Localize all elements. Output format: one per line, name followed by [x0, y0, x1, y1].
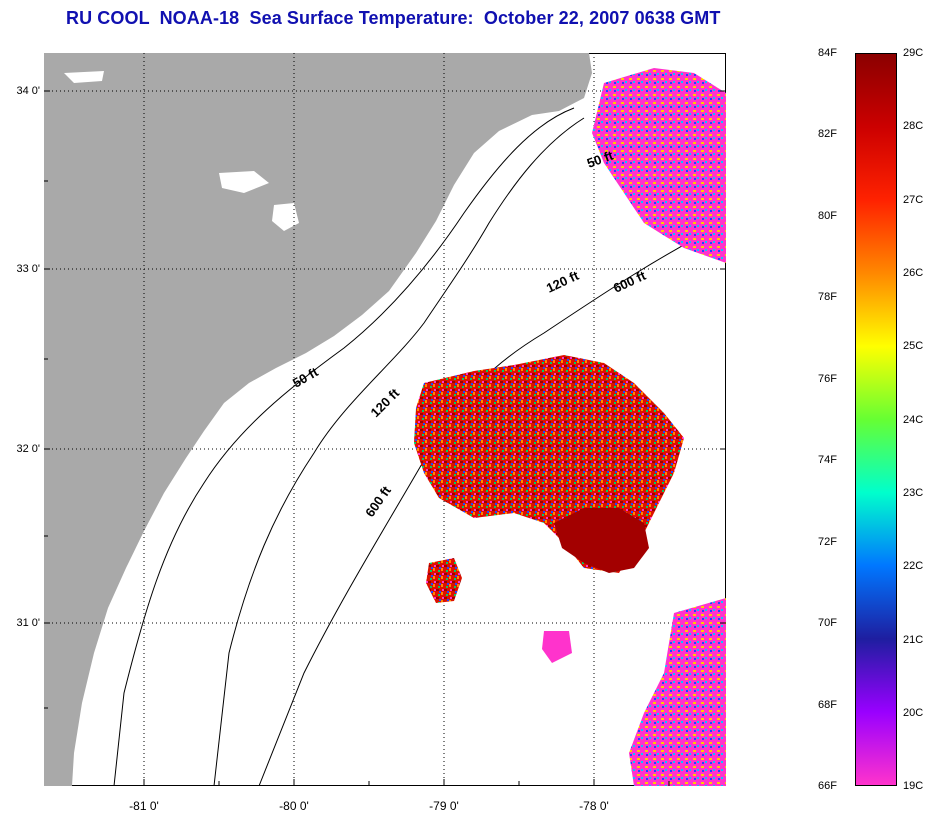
- colorbar-c-label: 19C: [903, 780, 924, 792]
- sst-patch-tiny: [542, 631, 572, 663]
- colorbar-f-label: 68F: [818, 699, 837, 711]
- sst-map-canvas: 50 ft 120 ft 600 ft 50 ft 120 ft 600 ft: [44, 53, 726, 786]
- inland-water: [64, 71, 299, 231]
- colorbar-c-label: 25C: [903, 340, 924, 352]
- lon-label: -78 0': [579, 799, 609, 813]
- land-mass: [44, 53, 592, 786]
- colorbar-c-label: 23C: [903, 487, 924, 499]
- lon-label: -80 0': [279, 799, 309, 813]
- lon-label: -79 0': [429, 799, 459, 813]
- axis-ticks: [44, 90, 726, 786]
- sst-map[interactable]: 50 ft 120 ft 600 ft 50 ft 120 ft 600 ft: [44, 53, 726, 786]
- colorbar-c-label: 22C: [903, 560, 924, 572]
- contour-50ft: [113, 107, 575, 786]
- colorbar-c-label: 28C: [903, 120, 924, 132]
- colorbar-c-label: 29C: [903, 47, 924, 59]
- colorbar-f-label: 72F: [818, 536, 837, 548]
- lon-label: -81 0': [129, 799, 159, 813]
- colorbar-c-label: 26C: [903, 267, 924, 279]
- colorbar-f-label: 66F: [818, 780, 837, 792]
- colorbar-f-label: 76F: [818, 373, 837, 385]
- map-title: RU COOL NOAA-18 Sea Surface Temperature:…: [66, 8, 721, 28]
- colorbar-f-label: 80F: [818, 210, 837, 222]
- colorbar-f-label: 70F: [818, 617, 837, 629]
- lat-label: 33 0': [16, 263, 40, 275]
- colorbar-f-label: 74F: [818, 454, 837, 466]
- lat-label: 31 0': [16, 617, 40, 629]
- sst-patch-hot: [554, 508, 649, 573]
- contour-120ft: [213, 117, 585, 786]
- colorbar-c-label: 20C: [903, 707, 924, 719]
- lat-label: 34 0': [16, 85, 40, 97]
- colorbar-f-label: 78F: [818, 291, 837, 303]
- sst-patch-southeast: [629, 598, 726, 786]
- sst-data: [414, 68, 726, 786]
- temperature-colorbar: [855, 53, 897, 786]
- colorbar-c-label: 21C: [903, 634, 924, 646]
- lat-label: 32 0': [16, 443, 40, 455]
- colorbar-f-label: 82F: [818, 128, 837, 140]
- colorbar-c-label: 27C: [903, 194, 924, 206]
- sst-patch-small: [426, 558, 462, 603]
- sst-patch-north: [592, 68, 726, 263]
- colorbar-c-label: 24C: [903, 414, 924, 426]
- colorbar-f-label: 84F: [818, 47, 837, 59]
